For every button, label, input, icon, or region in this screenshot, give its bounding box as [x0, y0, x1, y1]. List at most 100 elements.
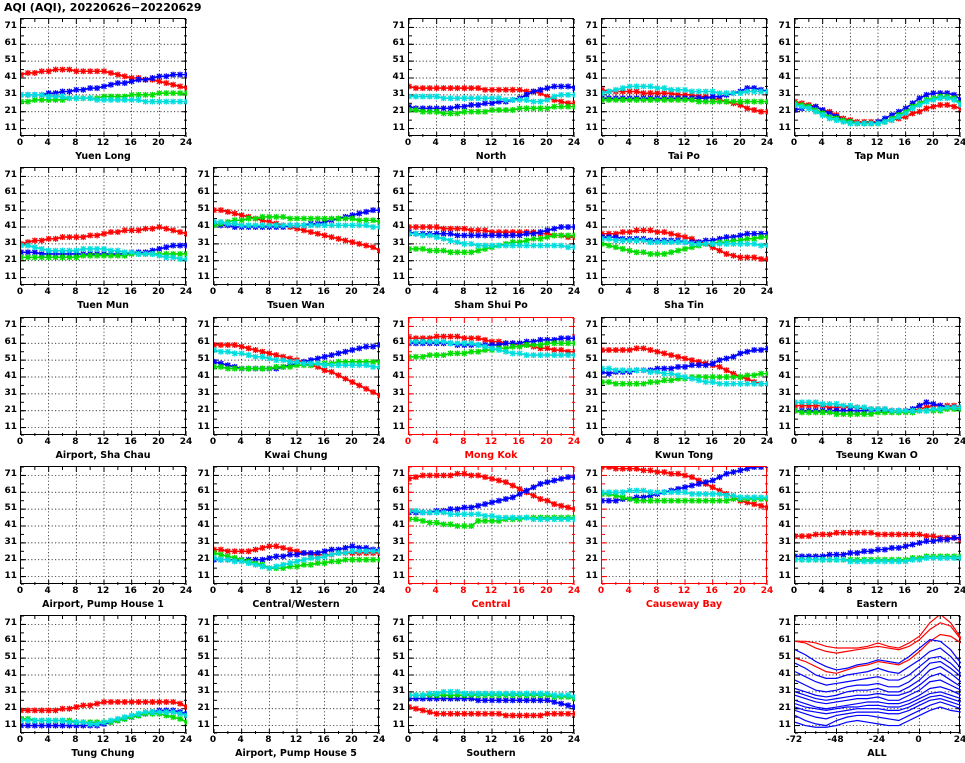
series-marker — [468, 249, 474, 255]
series-marker — [25, 243, 31, 249]
plot-area-central-western — [213, 466, 379, 584]
y-tick-label: 61 — [0, 635, 17, 645]
series-marker — [661, 229, 667, 235]
series-marker — [246, 222, 252, 228]
series-marker — [454, 340, 460, 346]
series-marker — [468, 102, 474, 108]
series-marker — [461, 85, 467, 91]
series-marker — [572, 516, 575, 522]
plot-area-sham-shui-po — [408, 167, 574, 285]
series-marker — [647, 498, 653, 504]
series-marker — [496, 347, 502, 353]
series-marker — [806, 409, 812, 415]
x-tick-label: 4 — [238, 437, 244, 447]
y-tick-label: 41 — [774, 669, 791, 679]
series-marker — [60, 718, 66, 724]
x-tick-label: 8 — [72, 437, 78, 447]
y-tick-label: 21 — [0, 405, 17, 415]
series-marker — [468, 232, 474, 238]
panel-title-mong-kok: Mong Kok — [465, 450, 518, 461]
series-marker — [524, 342, 530, 348]
series-marker — [923, 99, 929, 105]
y-tick-label: 31 — [193, 388, 210, 398]
series-marker — [861, 404, 867, 410]
x-tick-label: 24 — [373, 735, 386, 745]
series-marker — [565, 352, 571, 358]
series-marker — [730, 253, 736, 259]
series-marker — [765, 504, 768, 510]
series-marker — [370, 224, 376, 230]
y-tick-label: 71 — [581, 320, 598, 330]
series-marker — [765, 99, 768, 105]
series-marker — [308, 222, 314, 228]
series-marker — [273, 563, 279, 569]
series-marker — [163, 254, 169, 260]
y-tick-label: 21 — [581, 106, 598, 116]
plot-area-airport-sha-chau — [20, 317, 186, 435]
series-marker — [806, 105, 812, 111]
series-marker — [696, 99, 702, 105]
series-marker — [730, 90, 736, 96]
series-marker — [606, 467, 612, 470]
y-tick-label: 11 — [193, 720, 210, 730]
series-marker — [301, 550, 307, 556]
y-tick-label: 61 — [581, 486, 598, 496]
series-marker — [287, 552, 293, 558]
series-marker — [136, 227, 142, 233]
series-marker — [94, 232, 100, 238]
series-marker — [441, 521, 447, 527]
y-tick-label: 61 — [774, 337, 791, 347]
series-marker — [218, 342, 224, 348]
series-marker — [87, 85, 93, 91]
series-marker — [370, 389, 376, 395]
y-tick-label: 71 — [0, 320, 17, 330]
panel-title-airport-sha-chau: Airport, Sha Chau — [56, 450, 151, 461]
series-marker — [454, 350, 460, 356]
y-tick-label: 61 — [0, 486, 17, 496]
series-marker — [606, 366, 612, 372]
series-marker — [448, 85, 454, 91]
series-marker — [129, 712, 135, 718]
series-marker — [661, 371, 667, 377]
series-marker — [413, 246, 419, 252]
y-tick-label: 31 — [193, 537, 210, 547]
series-marker — [342, 222, 348, 228]
series-marker — [531, 99, 537, 105]
series-marker — [951, 535, 957, 541]
y-tick-label: 51 — [0, 354, 17, 364]
series-marker — [122, 227, 128, 233]
series-marker — [795, 399, 798, 405]
series-marker — [315, 231, 321, 237]
series-marker — [329, 552, 335, 558]
series-marker — [21, 99, 24, 105]
series-marker — [682, 489, 688, 495]
series-marker — [80, 95, 86, 101]
series-marker — [544, 97, 550, 103]
x-tick-label: 8 — [265, 287, 271, 297]
x-tick-label: 12 — [290, 735, 303, 745]
series-marker — [565, 702, 571, 708]
series-marker — [717, 241, 723, 247]
series-marker — [80, 719, 86, 725]
series-marker — [496, 87, 502, 93]
series-marker — [482, 243, 488, 249]
series-marker — [461, 350, 467, 356]
x-tick-label: 8 — [72, 138, 78, 148]
series-marker — [413, 474, 419, 480]
y-tick-label: 31 — [774, 537, 791, 547]
series-marker — [813, 409, 819, 415]
plot-canvas-kwai-chung — [214, 318, 380, 436]
series-marker — [620, 229, 626, 235]
series-marker — [882, 119, 888, 125]
series-marker — [266, 214, 272, 220]
series-marker — [813, 557, 819, 563]
y-tick-label: 11 — [0, 720, 17, 730]
series-marker — [468, 340, 474, 346]
series-marker — [163, 99, 169, 105]
series-marker — [737, 254, 743, 260]
y-tick-label: 61 — [774, 38, 791, 48]
series-marker — [73, 95, 79, 101]
series-marker — [758, 503, 764, 509]
